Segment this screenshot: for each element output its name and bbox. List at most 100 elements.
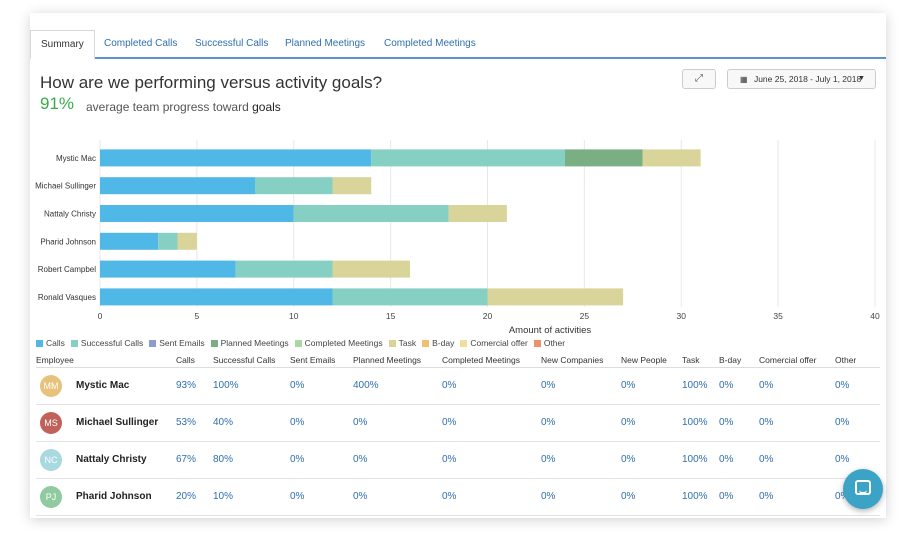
column-header[interactable]: Completed Meetings: [442, 353, 541, 368]
tab-successful-calls[interactable]: Successful Calls: [195, 38, 269, 49]
progress-value-cell: 0%: [759, 441, 835, 479]
x-tick-label: 40: [870, 311, 880, 321]
bar-segment: [100, 177, 255, 195]
table-row[interactable]: MM Mystic Mac 93% 100% 0% 400% 0% 0% 0% 100% 0% 0% 0…: [36, 367, 880, 405]
column-header[interactable]: Planned Meetings: [353, 353, 442, 368]
column-header[interactable]: Successful Calls: [213, 353, 290, 368]
progress-value-cell: 100%: [682, 478, 719, 516]
y-category-label: Robert Campbel: [38, 265, 96, 274]
progress-value-cell: 0%: [541, 441, 621, 479]
legend-item[interactable]: Sent Emails: [149, 338, 205, 348]
employee-cell: NC Nattaly Christy: [36, 441, 176, 479]
progress-value-cell: 0%: [541, 478, 621, 516]
bar-segment: [158, 232, 178, 250]
legend-label: Other: [543, 338, 566, 348]
progress-value-cell: 0%: [442, 404, 541, 442]
page-title: How are we performing versus activity go…: [40, 73, 383, 92]
progress-value-cell: 0%: [719, 367, 759, 405]
expand-button[interactable]: ⤢: [682, 69, 716, 89]
legend-item[interactable]: Calls: [36, 338, 65, 348]
tab-completed-meetings[interactable]: Completed Meetings: [384, 38, 476, 49]
progress-value-cell: 0%: [442, 367, 541, 405]
y-category-label: Ronald Vasques: [38, 293, 96, 302]
bar-segment: [371, 149, 565, 167]
progress-value-cell: 100%: [213, 367, 290, 405]
progress-value-cell: 0%: [290, 478, 353, 516]
progress-value-cell: 0%: [541, 367, 621, 405]
table-row[interactable]: NC Nattaly Christy 67% 80% 0% 0% 0% 0% 0% 100% 0% 0…: [36, 441, 880, 479]
progress-value-cell: 0%: [759, 478, 835, 516]
column-header[interactable]: Comercial offer: [759, 353, 835, 368]
chart-legend: Calls Successful Calls Sent Emails Planned …: [36, 338, 571, 348]
employee-cell: PJ Pharid Johnson: [36, 478, 176, 516]
progress-value-cell: 0%: [290, 441, 353, 479]
tab-summary[interactable]: Summary: [30, 30, 95, 60]
chat-icon: [855, 480, 871, 495]
progress-value-cell: 0%: [353, 404, 442, 442]
progress-value-cell: 100%: [682, 441, 719, 479]
legend-swatch: [422, 340, 430, 347]
bar-segment: [100, 149, 372, 167]
legend-label: B-day: [432, 338, 455, 348]
progress-value-cell: 0%: [719, 404, 759, 442]
subtitle-prefix: average team progress toward: [86, 100, 249, 114]
legend-item[interactable]: Completed Meetings: [294, 338, 383, 348]
bar-segment: [332, 288, 488, 306]
table-row[interactable]: PJ Pharid Johnson 20% 10% 0% 0% 0% 0% 0% 100% 0% 0%…: [36, 478, 880, 516]
legend-swatch: [388, 340, 396, 347]
legend-item[interactable]: B-day: [422, 338, 454, 348]
tab-completed-calls[interactable]: Completed Calls: [104, 38, 178, 49]
avatar: PJ: [40, 485, 62, 508]
column-header[interactable]: New People: [621, 353, 682, 368]
x-tick-label: 30: [677, 311, 687, 321]
chat-button[interactable]: [843, 469, 883, 509]
column-header[interactable]: Other: [835, 353, 880, 368]
legend-label: Completed Meetings: [304, 338, 383, 348]
progress-value-cell: 0%: [621, 441, 682, 479]
progress-value-cell: 40%: [213, 404, 290, 442]
bar-segment: [565, 149, 643, 167]
progress-value-cell: 0%: [759, 367, 835, 405]
bar-segment: [100, 232, 159, 250]
tab-planned-meetings[interactable]: Planned Meetings: [285, 38, 366, 49]
legend-label: Calls: [46, 338, 65, 348]
x-tick-label: 10: [289, 311, 299, 321]
legend-item[interactable]: Planned Meetings: [210, 338, 289, 348]
legend-swatch: [70, 340, 78, 347]
bar-segment: [100, 205, 294, 222]
column-header[interactable]: Calls: [176, 353, 213, 368]
table-row[interactable]: MS Michael Sullinger 53% 40% 0% 0% 0% 0% 0% 100% 0…: [36, 404, 880, 442]
legend-label: Planned Meetings: [220, 338, 289, 348]
legend-item[interactable]: Task: [388, 338, 416, 348]
legend-label: Sent Emails: [159, 338, 205, 348]
x-axis-label: Amount of activities: [509, 325, 592, 333]
date-range-picker[interactable]: ▦ June 25, 2018 - July 1, 2018 ▼: [727, 69, 876, 89]
progress-value-cell: 100%: [682, 404, 719, 442]
column-header[interactable]: Employee: [36, 353, 176, 368]
avatar: MS: [40, 411, 62, 434]
employee-name: Mystic Mac: [76, 380, 130, 391]
table-header-row: Employee Calls Successful Calls Sent Emails…: [36, 353, 880, 368]
progress-value-cell: 0%: [621, 478, 682, 516]
legend-label: Successful Calls: [80, 338, 144, 348]
date-range-label: June 25, 2018 - July 1, 2018: [753, 74, 862, 84]
legend-item[interactable]: Comercial offer: [460, 338, 528, 348]
legend-item[interactable]: Other: [533, 338, 566, 348]
progress-value-cell: 0%: [719, 478, 759, 516]
progress-value-cell: 0%: [621, 404, 682, 442]
progress-value-cell: 53%: [176, 404, 213, 442]
x-tick-label: 20: [483, 311, 493, 321]
bar-segment: [100, 260, 236, 278]
progress-value-cell: 0%: [759, 404, 835, 442]
column-header[interactable]: B-day: [719, 353, 759, 368]
column-header[interactable]: Task: [682, 353, 719, 368]
column-header[interactable]: New Companies: [541, 353, 621, 368]
x-tick-label: 5: [195, 311, 200, 321]
expand-icon: ⤢: [695, 73, 703, 84]
employee-name: Pharid Johnson: [76, 491, 152, 502]
employee-name: Michael Sullinger: [76, 417, 159, 428]
legend-swatch: [460, 340, 468, 347]
column-header[interactable]: Sent Emails: [290, 353, 353, 368]
legend-item[interactable]: Successful Calls: [70, 338, 144, 348]
bar-segment: [642, 149, 701, 167]
